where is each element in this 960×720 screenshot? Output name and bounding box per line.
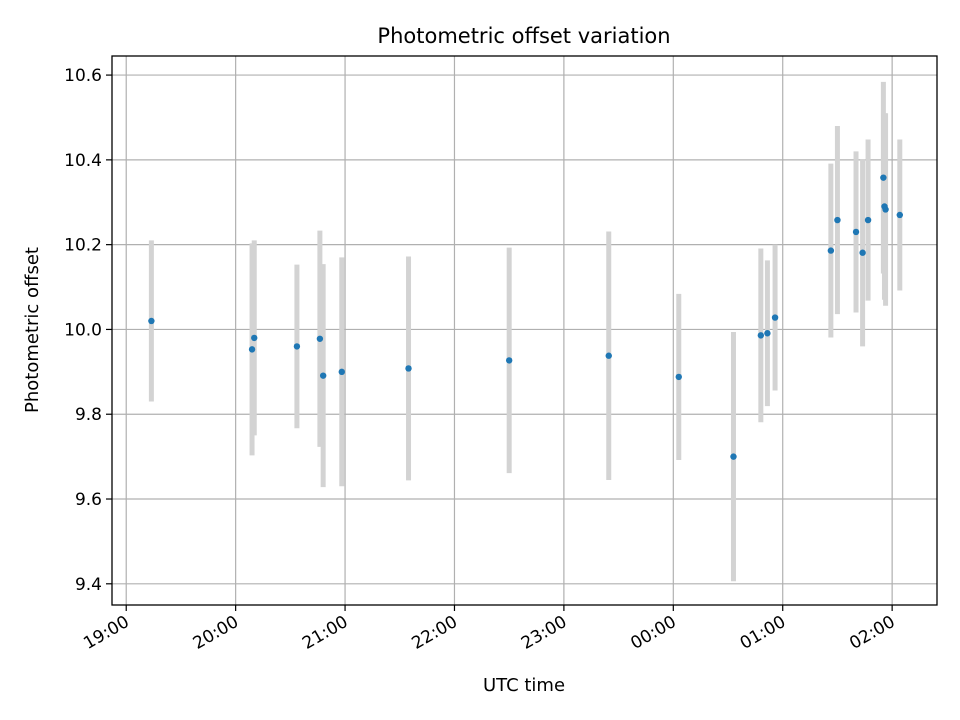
data-point [338, 368, 345, 376]
data-point [827, 247, 835, 254]
data-point [248, 346, 256, 353]
x-tick-label: 00:00 [627, 612, 679, 654]
chart-title: Photometric offset variation [377, 24, 670, 48]
x-tick-label: 22:00 [409, 612, 461, 654]
x-tick-label: 19:00 [80, 612, 132, 654]
error-bars [148, 81, 903, 582]
x-tick-label: 02:00 [846, 612, 898, 654]
y-tick-label: 10.4 [64, 151, 102, 171]
data-point [852, 228, 860, 236]
data-point [882, 206, 889, 213]
grid [112, 56, 937, 605]
y-tick-label: 10.0 [64, 320, 102, 340]
data-point [148, 317, 155, 325]
y-tick-label: 9.4 [75, 575, 102, 595]
x-tick-label: 21:00 [299, 612, 351, 654]
data-point [319, 372, 327, 379]
data-point [505, 357, 513, 364]
y-axis-ticks: 9.4 9.6 9.8 10.0 10.2 10.4 10.6 [64, 66, 112, 595]
y-tick-label: 9.8 [75, 405, 102, 425]
data-point [834, 216, 841, 224]
data-point [316, 335, 324, 342]
data-point [764, 330, 771, 337]
data-point [675, 373, 682, 381]
plot-frame [111, 55, 938, 606]
data-point [293, 343, 301, 350]
y-tick-label: 10.2 [64, 236, 102, 256]
y-axis-label: Photometric offset [22, 247, 43, 413]
x-axis-label: UTC time [483, 675, 565, 696]
data-point [771, 314, 779, 321]
data-point [880, 174, 887, 181]
y-tick-label: 9.6 [75, 490, 102, 510]
data-point [605, 352, 612, 359]
x-tick-label: 20:00 [190, 612, 242, 654]
data-point [896, 211, 903, 219]
x-axis-ticks: 19:00 20:00 21:00 22:00 23:00 00:00 01:00 02:00 [80, 605, 899, 654]
data-point [859, 249, 866, 256]
data-point [730, 453, 737, 460]
data-points [148, 174, 903, 460]
data-point [251, 334, 258, 342]
x-tick-label: 23:00 [518, 612, 570, 654]
y-tick-label: 10.6 [64, 66, 102, 86]
data-point [405, 365, 412, 372]
data-point [757, 332, 765, 339]
data-point [864, 216, 872, 224]
x-tick-label: 01:00 [737, 612, 789, 654]
